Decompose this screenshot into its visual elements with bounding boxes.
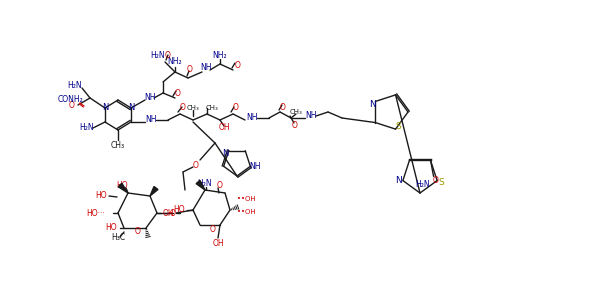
Text: O: O xyxy=(433,176,439,185)
Text: N: N xyxy=(223,149,229,158)
Text: O: O xyxy=(235,61,241,70)
Text: CH₃: CH₃ xyxy=(187,105,199,111)
Text: O: O xyxy=(69,100,75,109)
Text: N: N xyxy=(128,103,134,112)
Text: HO···: HO··· xyxy=(86,208,105,217)
Text: O: O xyxy=(193,160,199,169)
Text: NH: NH xyxy=(145,115,157,124)
Text: NH: NH xyxy=(250,162,261,171)
Polygon shape xyxy=(118,183,128,193)
Text: H₂N: H₂N xyxy=(415,180,430,189)
Text: H₂N: H₂N xyxy=(80,124,94,133)
Text: CH₃: CH₃ xyxy=(206,105,218,111)
Text: O: O xyxy=(292,122,298,130)
Text: NH: NH xyxy=(305,110,317,119)
Text: H₂N: H₂N xyxy=(197,178,212,188)
Text: O: O xyxy=(210,226,216,235)
Text: H₃C: H₃C xyxy=(111,232,125,242)
Text: OH: OH xyxy=(212,239,224,248)
Text: NH: NH xyxy=(200,64,212,73)
Text: HO: HO xyxy=(95,191,107,200)
Text: CONH₂: CONH₂ xyxy=(57,95,83,104)
Text: O: O xyxy=(280,103,286,112)
Text: N: N xyxy=(369,100,376,109)
Text: O: O xyxy=(170,208,176,217)
Text: O: O xyxy=(217,181,223,190)
Text: HO: HO xyxy=(106,224,117,232)
Text: H₂N: H₂N xyxy=(68,80,82,89)
Text: ••OH: ••OH xyxy=(237,209,256,215)
Text: OH: OH xyxy=(163,208,175,217)
Text: S: S xyxy=(395,122,401,130)
Polygon shape xyxy=(196,180,205,190)
Text: O: O xyxy=(233,103,239,112)
Text: NH: NH xyxy=(246,112,258,122)
Text: H₂N: H₂N xyxy=(151,52,166,61)
Text: CH₃: CH₃ xyxy=(290,109,302,115)
Text: S: S xyxy=(438,178,444,187)
Text: NH₂: NH₂ xyxy=(212,50,227,59)
Text: O: O xyxy=(180,103,186,112)
Text: NH: NH xyxy=(144,92,156,101)
Text: NH₂: NH₂ xyxy=(167,58,182,67)
Text: N: N xyxy=(102,103,108,112)
Text: O: O xyxy=(187,65,193,74)
Text: ••OH: ••OH xyxy=(237,196,256,202)
Polygon shape xyxy=(150,187,158,196)
Text: HO: HO xyxy=(116,181,128,190)
Text: O: O xyxy=(135,227,141,236)
Text: HO: HO xyxy=(173,206,185,214)
Text: N: N xyxy=(395,176,402,185)
Text: O: O xyxy=(175,89,181,98)
Text: CH₃: CH₃ xyxy=(111,142,125,151)
Text: OH: OH xyxy=(218,124,230,133)
Text: O: O xyxy=(165,50,171,59)
